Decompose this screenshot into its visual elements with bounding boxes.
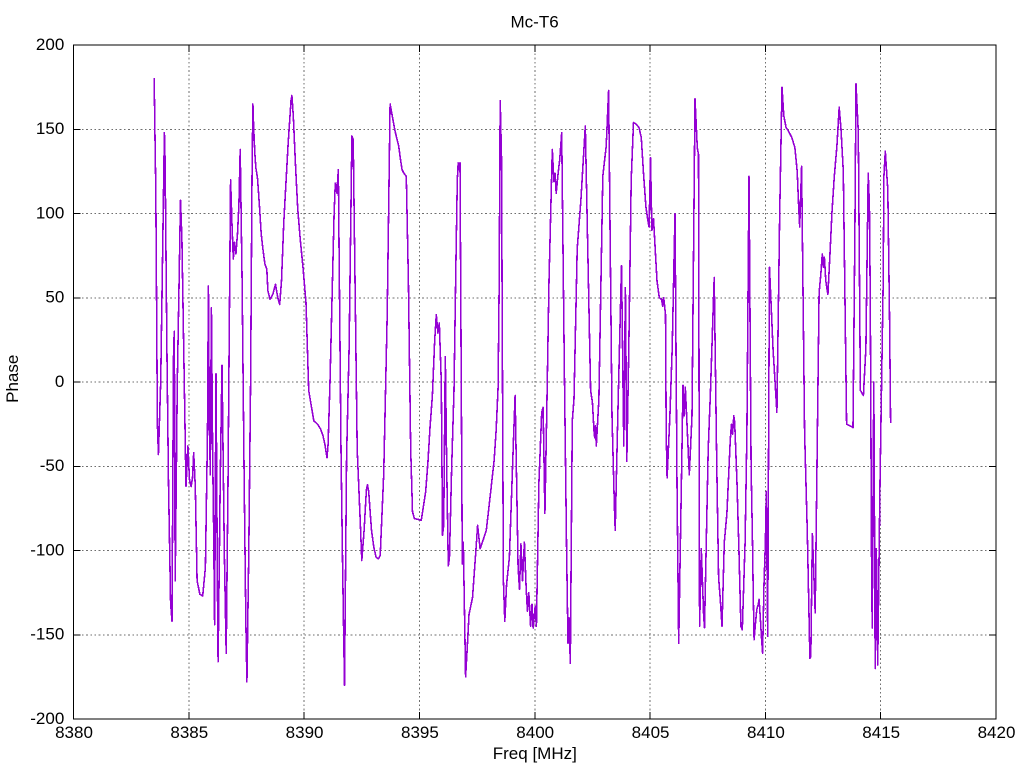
svg-text:Mc-T6: Mc-T6 — [511, 13, 559, 32]
svg-text:8415: 8415 — [862, 723, 900, 742]
svg-text:150: 150 — [36, 119, 64, 138]
svg-text:Freq [MHz]: Freq [MHz] — [493, 744, 577, 763]
svg-text:100: 100 — [36, 203, 64, 222]
svg-text:8390: 8390 — [286, 723, 324, 742]
svg-text:8410: 8410 — [747, 723, 785, 742]
svg-text:50: 50 — [45, 288, 64, 307]
svg-text:Phase: Phase — [3, 355, 22, 403]
svg-text:-150: -150 — [30, 625, 64, 644]
svg-text:8395: 8395 — [401, 723, 439, 742]
svg-text:-50: -50 — [40, 456, 65, 475]
svg-text:8385: 8385 — [170, 723, 208, 742]
svg-text:8400: 8400 — [516, 723, 554, 742]
svg-text:200: 200 — [36, 35, 64, 54]
svg-text:8380: 8380 — [55, 723, 93, 742]
svg-text:8405: 8405 — [632, 723, 670, 742]
svg-text:-200: -200 — [30, 709, 64, 728]
svg-text:0: 0 — [55, 372, 64, 391]
svg-text:8420: 8420 — [978, 723, 1016, 742]
svg-text:-100: -100 — [30, 540, 64, 559]
